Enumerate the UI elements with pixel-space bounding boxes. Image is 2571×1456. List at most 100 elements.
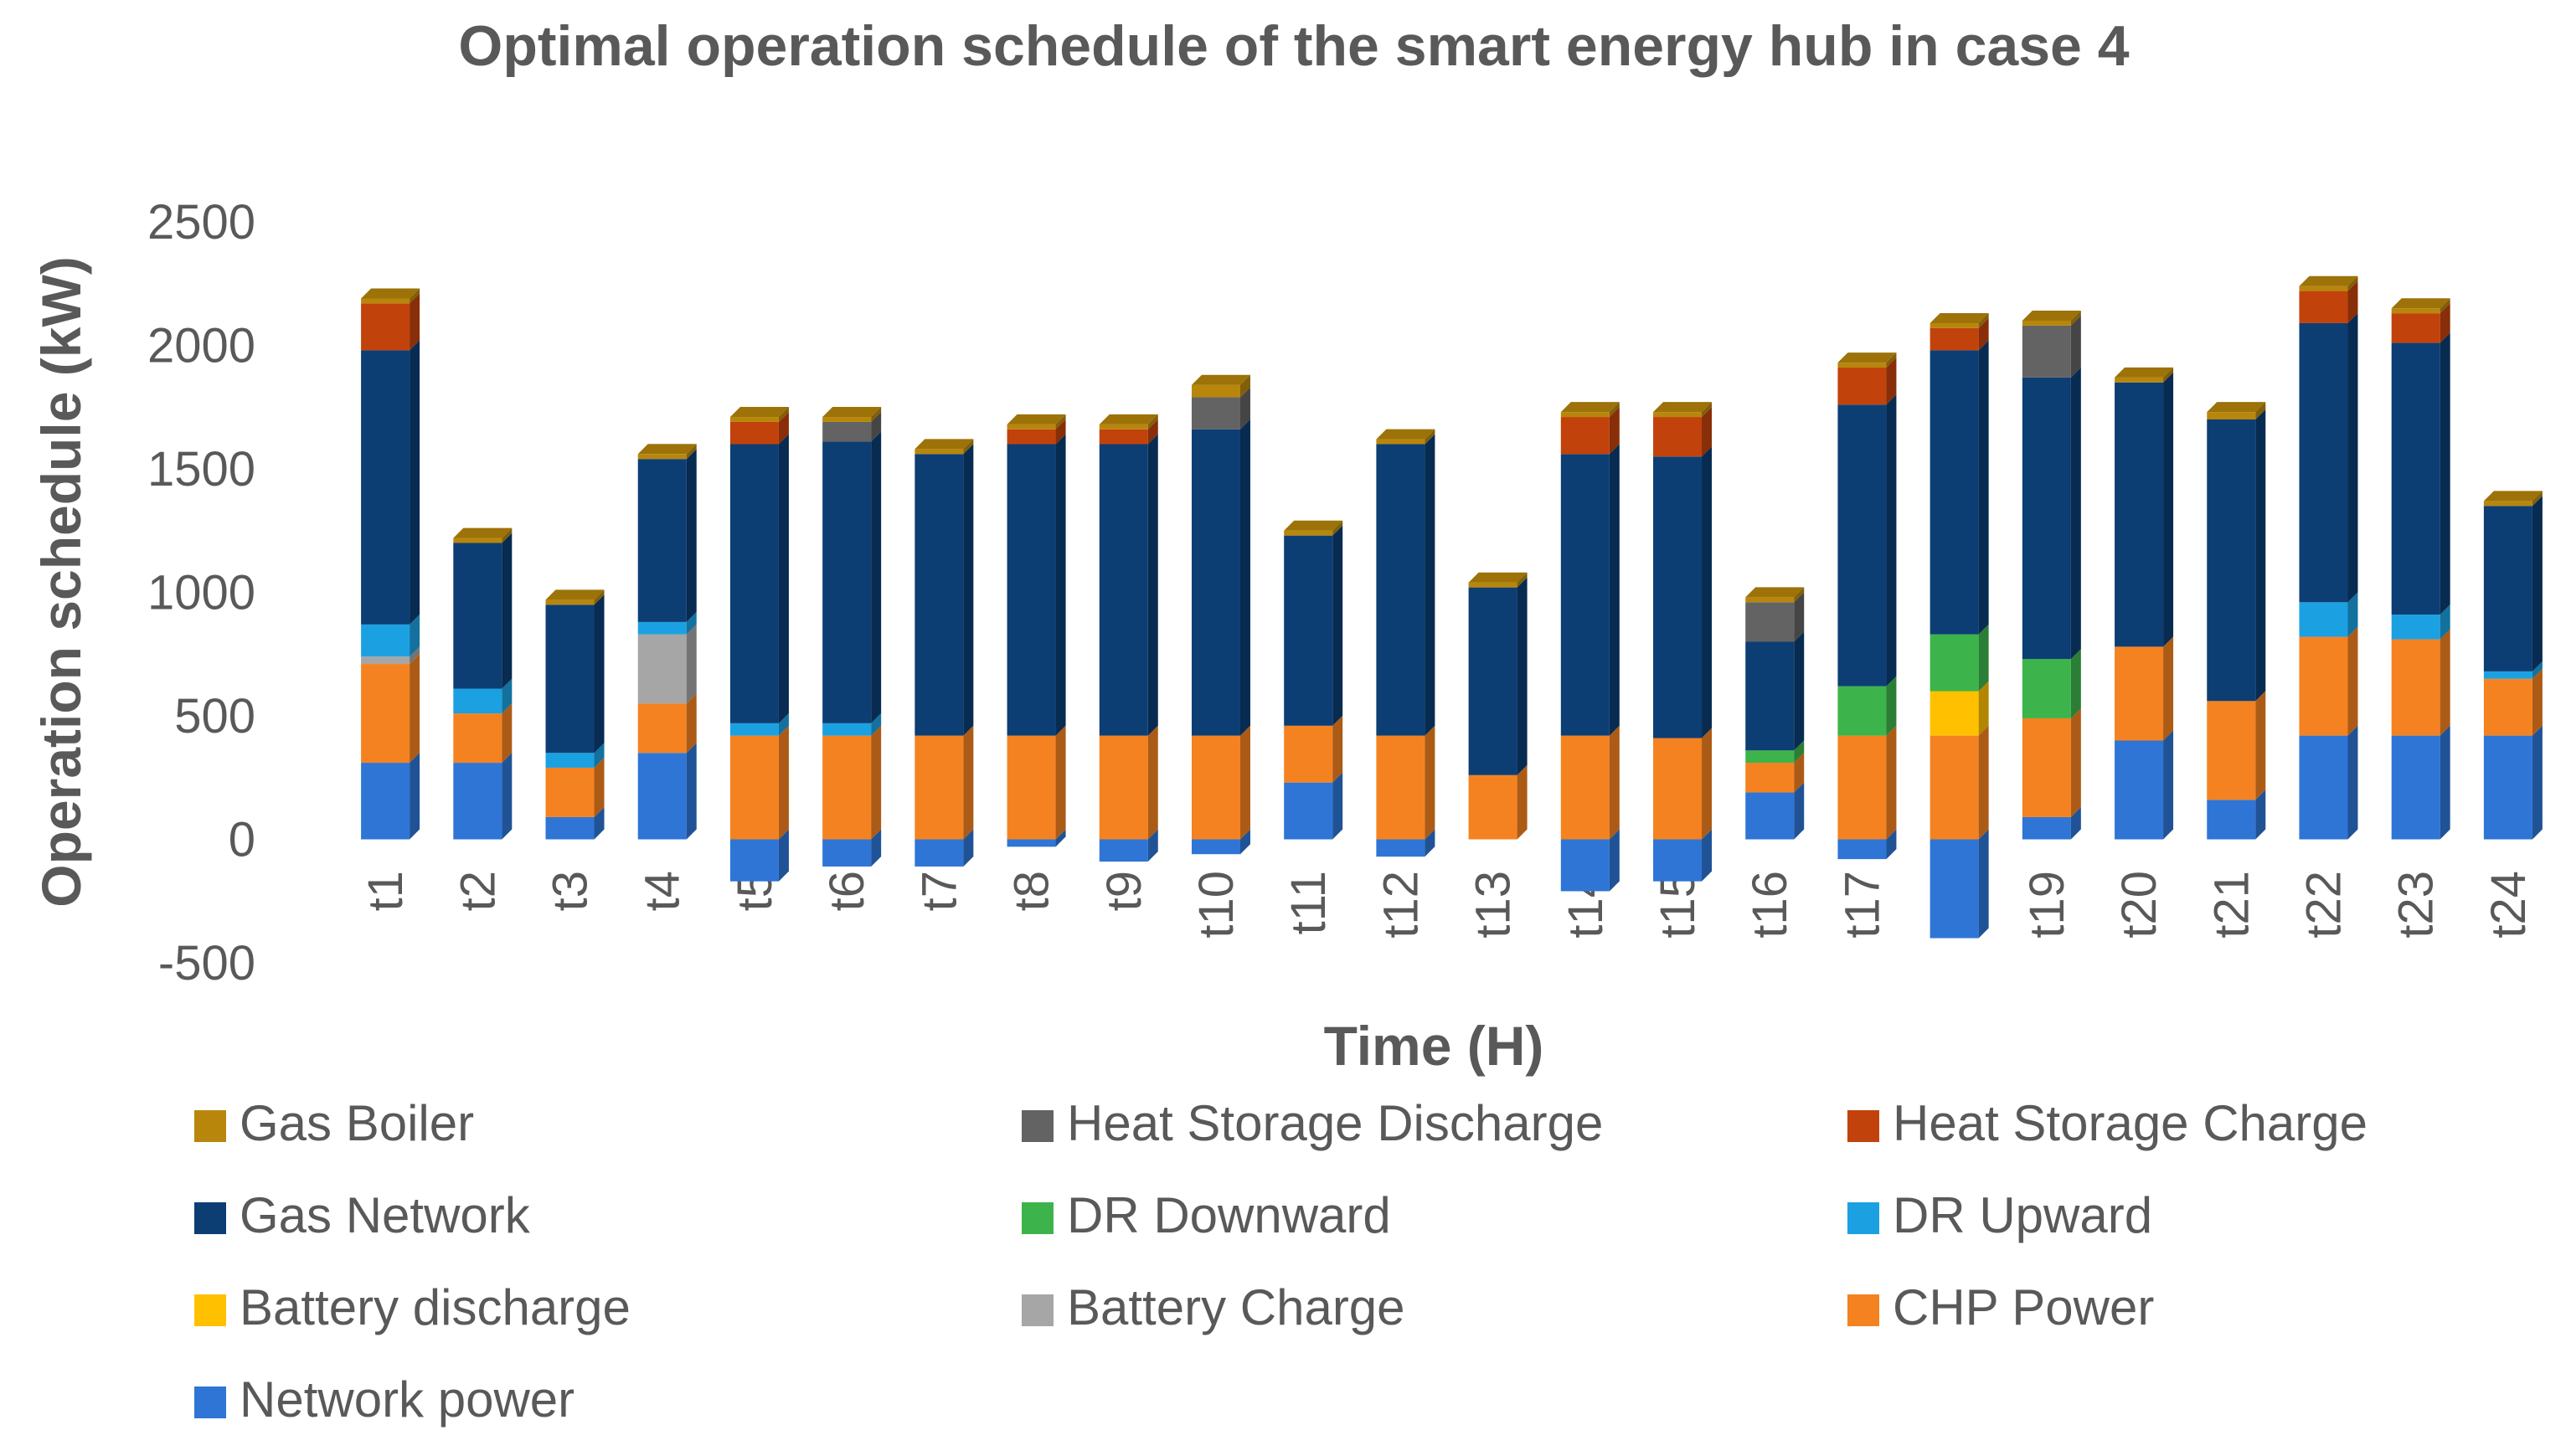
bar-segment-side [2255,409,2266,702]
bar-segment [637,621,687,635]
bar-segment [2483,678,2532,736]
bar-segment [1007,735,1056,840]
legend-label: Heat Storage Discharge [1067,1095,1603,1151]
bar-top-cap [1007,414,1066,424]
bar-segment [1653,738,1703,840]
bar-segment-side [1978,829,1989,939]
bar-segment [915,449,964,455]
bar-segment [1930,691,1979,736]
bar-segment [2483,501,2532,507]
bar-segment-side [778,829,789,882]
bar-segment [1653,456,1703,738]
bar-segment [915,735,964,840]
legend-swatch [1022,1110,1054,1142]
bar-segment [1007,424,1056,430]
bar-top-cap [2022,311,2081,321]
x-tick-label: t3 [544,871,598,911]
bar-segment-side [594,757,605,817]
bar-top-cap [361,288,420,299]
x-tick-label: t23 [2389,871,2444,939]
legend-swatch [194,1202,226,1234]
legend-label: CHP Power [1893,1279,2154,1335]
bar-segment-side [1978,725,1989,840]
bar-segment-side [2347,592,2358,637]
bar-segment [2115,740,2164,840]
bar-segment [1745,750,1795,764]
legend-label: Battery Charge [1067,1279,1405,1335]
legend-swatch [194,1294,226,1326]
bar-segment-side [2163,636,2174,741]
bar-segment-side [871,725,882,840]
bar-segment [2207,800,2256,840]
bar-segment-side [1147,829,1158,862]
bar-segment-side [778,407,789,422]
bar-segment [2391,615,2440,640]
bar-segment-side [1147,434,1158,736]
bar-segment-side [594,743,605,768]
bar-segment [1376,839,1425,857]
bar-segment [915,454,964,736]
bar-segment [1745,602,1795,642]
bar-segment-side [1517,572,1528,588]
bar-segment [1284,530,1333,536]
bar-segment [1653,839,1703,882]
bar-segment [2022,321,2071,326]
bar-segment [637,703,687,754]
bar-segment-side [1609,829,1620,892]
bar-segment [729,421,779,445]
bar-segment-side [2440,298,2450,314]
bar-segment-side [502,532,513,689]
bar-segment [2207,701,2256,800]
x-tick-label: t12 [1373,871,1428,939]
bar-segment-side [1794,782,1805,840]
x-tick-label: t4 [636,871,690,911]
bar-top-cap [2483,491,2543,502]
bar-top-cap [1284,520,1343,531]
bar-segment-side [2347,275,2358,291]
bar-segment-side [1794,587,1805,603]
bar-stacks [361,275,2543,939]
bar-top-cap [2391,298,2450,309]
bar-segment-side [2440,629,2450,736]
bar-segment [637,454,687,460]
x-tick-label: t16 [1743,871,1797,939]
bar-segment [2299,735,2348,840]
bar-segment [1468,774,1517,840]
bar-segment-side [1978,681,1989,736]
bar-top-cap [2299,275,2358,286]
bar-segment-side [594,594,605,754]
x-tick-label: t19 [2020,871,2074,939]
bar-segment [1560,412,1610,418]
bar-segment [545,605,595,754]
bar-segment [1930,322,1979,328]
bar-segment-side [2440,332,2450,615]
y-tick-label: 2500 [147,195,255,250]
bar-segment-side [1425,725,1435,840]
bar-segment-side [871,829,882,867]
bar-top-cap [1653,402,1713,413]
bar-segment-side [1055,829,1066,847]
bar-segment-side [2255,790,2266,840]
bar-segment-side [1517,764,1528,840]
bar-segment-side [1702,407,1713,457]
bar-segment [361,303,410,351]
legend-label: DR Upward [1893,1187,2152,1243]
bar-segment-side [1332,520,1343,536]
bar-segment [1099,424,1148,430]
bar-segment [453,688,502,714]
x-axis-title: Time (H) [1324,1015,1544,1077]
bar-top-cap [1376,429,1435,440]
bar-segment-side [2347,725,2358,840]
bar-segment-side [2070,649,2081,718]
x-tick-label: t7 [912,871,966,911]
bar-segment [2483,506,2532,671]
bar-segment [1191,397,1240,430]
bar-segment [361,298,410,304]
bar-segment [1930,327,1979,351]
bar-segment-side [686,693,697,754]
bar-segment-side [1332,525,1343,726]
bar-top-cap [1191,374,1250,385]
bar-segment-side [2163,367,2174,383]
bar-segment-side [1886,358,1897,405]
bar-segment [1099,444,1148,736]
